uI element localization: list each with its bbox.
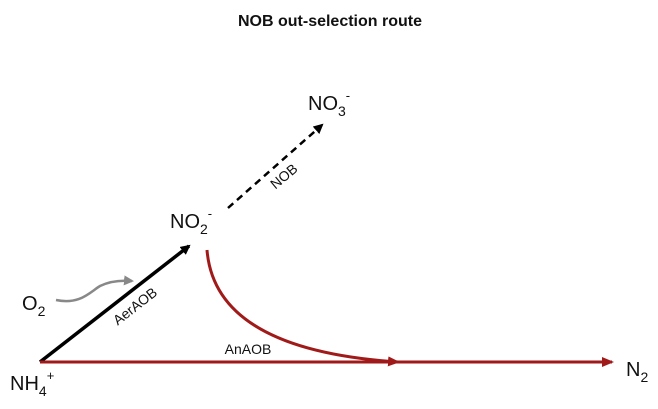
- formula: O: [22, 293, 38, 315]
- subscript: 2: [640, 369, 648, 385]
- nob-arrow: [227, 123, 324, 209]
- subscript: 3: [338, 103, 346, 119]
- edge-label: AerAOB: [110, 284, 160, 328]
- subscript: 2: [200, 221, 208, 237]
- edge-label: AnAOB: [225, 341, 272, 357]
- formula: NO: [170, 211, 200, 233]
- subscript: 2: [38, 303, 46, 319]
- formula: NH: [10, 373, 39, 395]
- formula: NO: [308, 93, 338, 115]
- superscript: -: [208, 206, 212, 221]
- subscript: 4: [39, 383, 47, 399]
- o2-arrow: [55, 275, 134, 303]
- anaob-arrow: [205, 249, 400, 367]
- aeraob-arrow: [38, 244, 191, 364]
- edge-label: NOB: [267, 160, 301, 192]
- node-no3: NO3-: [308, 88, 350, 119]
- title: NOB out-selection route: [238, 13, 422, 30]
- node-nh4: NH4+: [10, 368, 54, 399]
- superscript: -: [346, 88, 350, 103]
- node-no2: NO2-: [170, 206, 212, 237]
- superscript: +: [47, 368, 55, 383]
- node-n2: N2: [626, 359, 648, 385]
- formula: N: [626, 359, 640, 381]
- node-o2: O2: [22, 293, 46, 319]
